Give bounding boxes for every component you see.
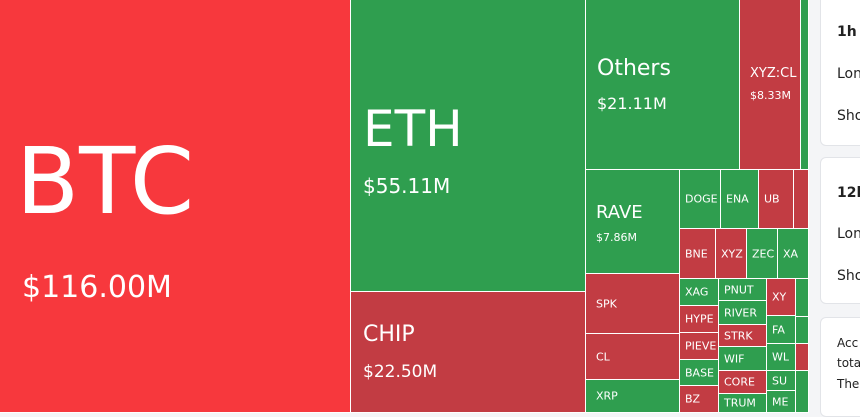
tile[interactable]: ETH $55.11M bbox=[351, 0, 586, 292]
tile[interactable] bbox=[794, 170, 809, 229]
label: DOGE bbox=[685, 192, 718, 206]
tile[interactable]: DOGE bbox=[680, 170, 721, 229]
label: ZEC bbox=[752, 247, 775, 260]
tile[interactable]: ZEC bbox=[747, 229, 778, 279]
label: ME bbox=[772, 395, 789, 408]
info-card: Acc tota The bbox=[820, 317, 860, 417]
tile[interactable]: XYZ:CL $8.33M bbox=[740, 0, 801, 170]
label: STRK bbox=[724, 329, 753, 342]
label: SU bbox=[772, 374, 788, 387]
label: BASE bbox=[685, 366, 715, 379]
tile[interactable]: Others $21.11M bbox=[586, 0, 740, 170]
tile[interactable]: XRP bbox=[586, 380, 680, 413]
tile[interactable]: SPK bbox=[586, 274, 680, 334]
card-title: 12h bbox=[837, 185, 860, 201]
tile[interactable]: XA bbox=[778, 229, 809, 279]
stats-card: 1h Lon Sho bbox=[820, 0, 860, 146]
value: $55.11M bbox=[363, 174, 451, 198]
value: $21.11M bbox=[597, 94, 667, 113]
label: XAG bbox=[685, 285, 709, 299]
card-line: Sho bbox=[837, 108, 860, 124]
label: RAVE bbox=[596, 202, 643, 223]
label: PIEVE bbox=[685, 339, 717, 353]
label: ETH bbox=[363, 100, 463, 158]
tile[interactable]: ENA bbox=[721, 170, 759, 229]
label: SPK bbox=[596, 297, 617, 310]
tile[interactable] bbox=[796, 279, 809, 317]
tile[interactable]: XY bbox=[767, 279, 796, 316]
value: $116.00M bbox=[22, 270, 172, 305]
tile[interactable] bbox=[801, 0, 809, 170]
label: XRP bbox=[596, 389, 618, 403]
label: CL bbox=[596, 350, 610, 363]
stats-card: 12h Lon Sho bbox=[820, 157, 860, 304]
tile[interactable] bbox=[796, 317, 809, 344]
card-line: Lon bbox=[837, 226, 860, 242]
label: WL bbox=[772, 350, 790, 364]
label: BNE bbox=[685, 247, 708, 260]
label: XA bbox=[783, 247, 799, 260]
tile[interactable]: PNUT bbox=[719, 279, 767, 301]
tile[interactable]: BNE bbox=[680, 229, 716, 279]
tile[interactable]: XAG bbox=[680, 279, 719, 306]
tile[interactable]: UB bbox=[759, 170, 794, 229]
tile[interactable]: BZ bbox=[680, 386, 719, 413]
label: UB bbox=[764, 192, 780, 206]
tile[interactable]: RIVER bbox=[719, 301, 767, 325]
tile[interactable]: RAVE $7.86M bbox=[586, 170, 680, 274]
label: XYZ:CL bbox=[750, 66, 797, 81]
tile[interactable]: BASE bbox=[680, 360, 719, 386]
tile[interactable]: CORE bbox=[719, 371, 767, 394]
label: PNUT bbox=[724, 283, 754, 296]
tile[interactable]: FA bbox=[767, 316, 796, 344]
value: $8.33M bbox=[750, 89, 791, 102]
label: ENA bbox=[726, 192, 749, 206]
label: FA bbox=[772, 323, 785, 336]
value: $22.50M bbox=[363, 362, 438, 382]
value: $7.86M bbox=[596, 231, 637, 244]
tile[interactable]: ME bbox=[767, 391, 796, 413]
tile[interactable]: WIF bbox=[719, 347, 767, 371]
label: BTC bbox=[16, 128, 195, 235]
card-line: Acc bbox=[837, 336, 859, 350]
label: XY bbox=[772, 290, 787, 304]
label: BZ bbox=[685, 392, 701, 406]
tile[interactable] bbox=[796, 344, 809, 371]
tile[interactable]: PIEVE bbox=[680, 333, 719, 360]
tile[interactable]: CHIP $22.50M bbox=[351, 292, 586, 413]
card-line: Lon bbox=[837, 66, 860, 82]
tile[interactable]: SU bbox=[767, 371, 796, 391]
card-line: tota bbox=[837, 356, 860, 370]
label: CORE bbox=[724, 375, 755, 389]
label: HYPE bbox=[685, 312, 714, 326]
card-title: 1h bbox=[837, 24, 857, 40]
tile[interactable]: XYZ bbox=[716, 229, 747, 279]
label: WIF bbox=[724, 352, 745, 365]
tile[interactable]: STRK bbox=[719, 325, 767, 347]
tile[interactable]: BTC $116.00M bbox=[0, 0, 351, 413]
label: XYZ bbox=[721, 247, 743, 260]
label: RIVER bbox=[724, 306, 758, 319]
tile[interactable] bbox=[796, 371, 809, 413]
label: CHIP bbox=[363, 322, 415, 347]
label: TRUM bbox=[724, 396, 756, 410]
tile[interactable]: CL bbox=[586, 334, 680, 380]
label: Others bbox=[597, 56, 671, 81]
card-line: Sho bbox=[837, 268, 860, 284]
card-line: The bbox=[837, 377, 860, 391]
tile[interactable]: WL bbox=[767, 344, 796, 371]
tile[interactable]: TRUM bbox=[719, 394, 767, 413]
tile[interactable]: HYPE bbox=[680, 306, 719, 333]
